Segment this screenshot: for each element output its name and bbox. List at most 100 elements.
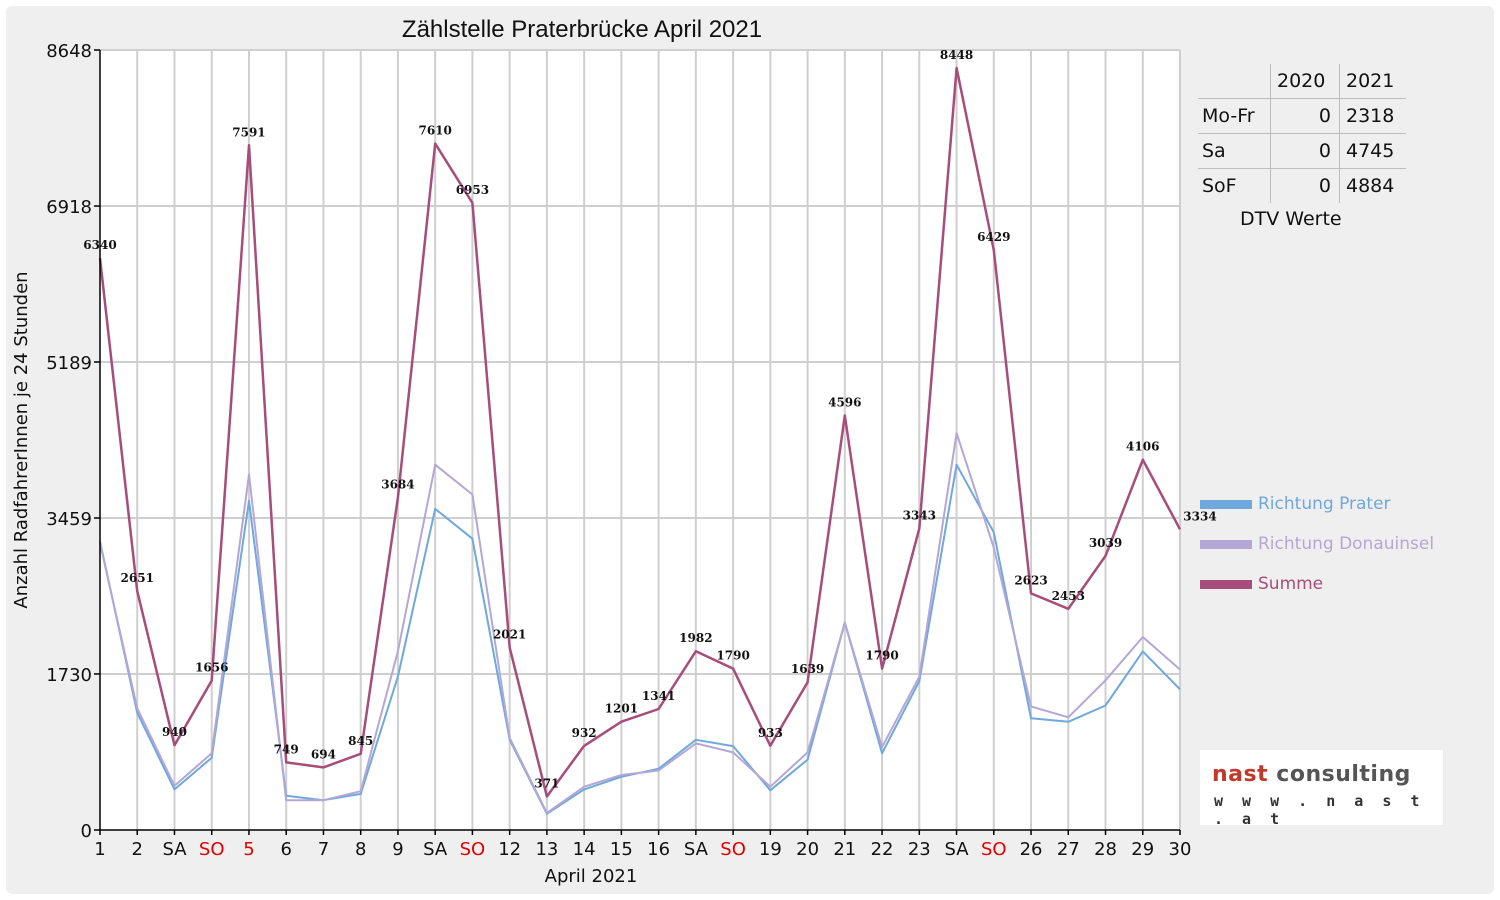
legend-swatch <box>1200 579 1252 589</box>
data-label: 749 <box>274 742 299 756</box>
data-label: 2623 <box>1014 573 1047 587</box>
x-tick-label: 19 <box>759 839 782 860</box>
data-label: 1201 <box>605 702 638 716</box>
dtv-caption: DTV Werte <box>1240 208 1342 230</box>
logo-wordmark: nast consulting <box>1212 762 1411 787</box>
grid-layer <box>100 49 1181 830</box>
data-label: 3039 <box>1089 536 1122 550</box>
x-tick-label: SA <box>162 839 187 860</box>
y-tick-label: 5189 <box>46 353 92 374</box>
x-tick-label: 2 <box>132 839 143 860</box>
x-axis-label: April 2021 <box>545 866 638 887</box>
dtv-table: 2020 2021 Mo-Fr 0 2318 Sa 0 4745 SoF 0 4… <box>1198 64 1406 203</box>
dtv-row: Sa 0 4745 <box>1198 133 1406 169</box>
x-tick-label: 23 <box>908 839 931 860</box>
x-tick-label: 26 <box>1020 839 1043 860</box>
dtv-value-2020: 0 <box>1270 98 1340 134</box>
dtv-value-2021: 4745 <box>1339 133 1406 169</box>
dtv-value-2020: 0 <box>1270 133 1340 169</box>
series-line-richtung-donauinsel <box>99 432 1181 814</box>
x-tick-label: 22 <box>871 839 894 860</box>
data-label: 933 <box>758 726 783 740</box>
logo-word-nast: nast <box>1212 762 1269 787</box>
data-label: 4106 <box>1126 440 1159 454</box>
y-tick-layer: 0 1730 3459 5189 6918 8648 <box>46 41 100 842</box>
data-label: 1639 <box>791 662 824 676</box>
dtv-row-label: Mo-Fr <box>1198 98 1271 134</box>
x-tick-label: 30 <box>1169 839 1192 860</box>
dtv-value-2020: 0 <box>1270 168 1340 203</box>
x-tick-label: SA <box>945 839 970 860</box>
y-tick-label: 0 <box>81 821 92 842</box>
dtv-header-blank <box>1198 64 1271 99</box>
x-tick-label: 5 <box>243 839 254 860</box>
x-tick-label: 28 <box>1094 839 1117 860</box>
dtv-header-row: 2020 2021 <box>1198 64 1406 99</box>
data-label: 845 <box>348 734 373 748</box>
x-tick-label: SA <box>423 839 448 860</box>
dtv-header-2021: 2021 <box>1339 64 1406 99</box>
dtv-row: Mo-Fr 0 2318 <box>1198 98 1406 134</box>
x-tick-label: 7 <box>318 839 329 860</box>
data-label: 1656 <box>195 661 228 675</box>
company-logo: nast consulting w w w . n a s t . a t <box>1200 750 1443 828</box>
data-label: 940 <box>162 725 187 739</box>
data-label: 371 <box>534 777 559 791</box>
data-label: 1982 <box>679 631 712 645</box>
x-tick-label: 29 <box>1131 839 1154 860</box>
y-tick-label: 8648 <box>46 41 92 62</box>
axis-layer <box>99 50 1180 831</box>
y-tick-label: 1730 <box>46 665 92 686</box>
data-label: 3343 <box>903 508 936 522</box>
x-tick-label: 1 <box>94 839 105 860</box>
x-tick-label: SA <box>684 839 709 860</box>
x-tick-label: 27 <box>1057 839 1080 860</box>
plot-area <box>100 50 1180 830</box>
dtv-value-2021: 2318 <box>1339 98 1406 134</box>
data-label: 1341 <box>642 689 675 703</box>
x-tick-label: 15 <box>610 839 633 860</box>
y-tick-label: 3459 <box>46 509 92 530</box>
legend-label: Summe <box>1258 574 1324 594</box>
x-tick-layer: 1 2 SA SO 5 6 7 8 9 SA SO 12 13 14 15 16 SA SO 19 20 21 22 23 S… <box>94 830 1191 860</box>
chart-title: Zählstelle Praterbrücke April 2021 <box>402 16 762 43</box>
data-label: 4596 <box>828 395 861 409</box>
data-label: 1790 <box>865 649 898 663</box>
x-tick-label: 8 <box>355 839 366 860</box>
legend-item-summe: Summe <box>1200 572 1323 596</box>
x-tick-label: 14 <box>573 839 596 860</box>
x-tick-label: 6 <box>280 839 291 860</box>
data-label: 3684 <box>381 478 414 492</box>
dtv-header-2020: 2020 <box>1270 64 1340 99</box>
data-label: 2021 <box>493 628 526 642</box>
legend-label: Richtung Donauinsel <box>1258 534 1435 554</box>
data-label: 694 <box>311 747 336 761</box>
legend-item-donauinsel: Richtung Donauinsel <box>1200 532 1434 556</box>
data-label: 6429 <box>977 230 1010 244</box>
data-label: 6953 <box>456 183 489 197</box>
data-label: 2651 <box>121 571 154 585</box>
data-label: 1790 <box>716 649 749 663</box>
dtv-row-label: Sa <box>1198 133 1271 169</box>
logo-word-consulting: consulting <box>1276 762 1411 787</box>
series-layer <box>98 66 1182 815</box>
x-tick-label: SO <box>460 839 486 860</box>
legend-swatch <box>1200 539 1252 549</box>
data-label: 7591 <box>232 125 265 139</box>
y-tick-label: 6918 <box>46 197 92 218</box>
data-label: 7610 <box>418 124 451 138</box>
x-tick-label: 13 <box>535 839 558 860</box>
series-line-summe <box>98 66 1182 798</box>
dtv-row-label: SoF <box>1198 168 1271 203</box>
x-tick-label: 12 <box>498 839 521 860</box>
legend-label: Richtung Prater <box>1258 494 1391 514</box>
x-tick-label: SO <box>720 839 746 860</box>
x-tick-label: 21 <box>833 839 856 860</box>
dtv-value-2021: 4884 <box>1339 168 1406 203</box>
dtv-row: SoF 0 4884 <box>1198 168 1406 203</box>
x-tick-label: 9 <box>392 839 403 860</box>
legend-swatch <box>1200 499 1252 509</box>
x-tick-label: SO <box>199 839 225 860</box>
